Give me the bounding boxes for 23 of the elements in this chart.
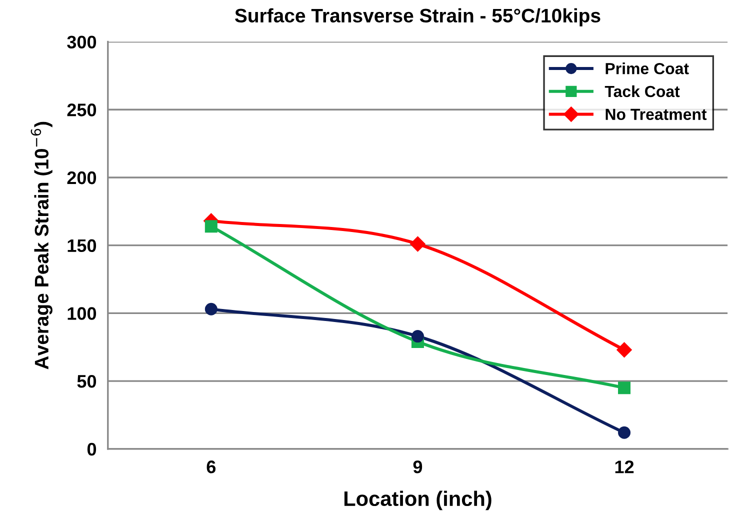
point	[410, 236, 426, 252]
y-tick-label: 250	[67, 104, 96, 116]
x-tick-label: 9	[413, 460, 422, 474]
point	[411, 330, 424, 343]
y-tick-label: 100	[68, 307, 96, 320]
legend-label: Prime Coat	[606, 62, 689, 74]
point	[204, 220, 218, 233]
y-tick-label: 200	[67, 171, 96, 184]
y-tick-label: 150	[68, 239, 96, 252]
x-tick-label: 12	[615, 460, 634, 474]
y-tick-label: 50	[77, 374, 96, 388]
point	[618, 426, 631, 439]
x-tick-label: 6	[206, 460, 216, 474]
legend-label: Tack Coat	[604, 85, 680, 98]
point	[618, 382, 631, 394]
x-axis-title: Location (inch)	[344, 490, 492, 510]
chart-title: Surface Transverse Strain - 55°C/10kips	[234, 8, 600, 26]
y-axis-title: Average Peak Strain (10$^{−6}$)	[30, 122, 52, 370]
legend-label: No Treatment	[606, 108, 707, 120]
point	[616, 342, 632, 358]
y-tick-label: 300	[67, 36, 96, 49]
point	[204, 302, 218, 316]
y-tick-label: 0	[87, 442, 96, 456]
